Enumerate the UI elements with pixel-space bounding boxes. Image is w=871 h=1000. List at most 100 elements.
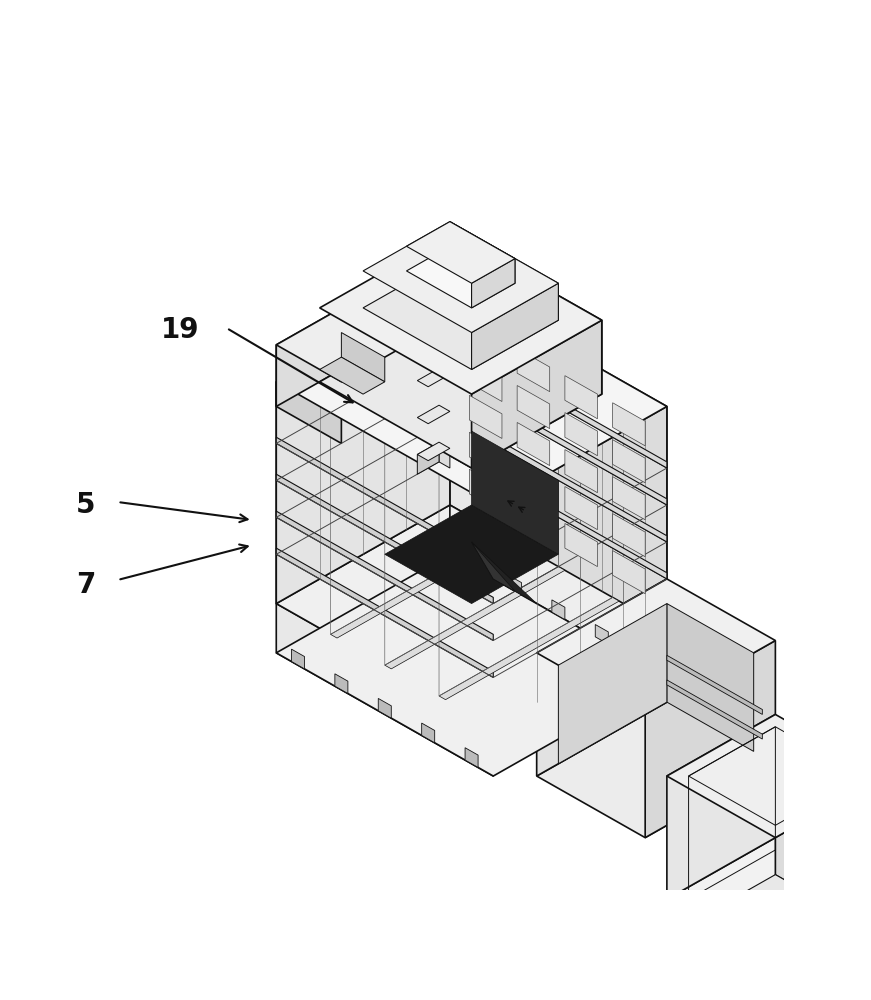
Polygon shape (465, 551, 478, 570)
Polygon shape (667, 604, 753, 751)
Polygon shape (509, 575, 522, 595)
Polygon shape (417, 442, 439, 474)
Polygon shape (341, 308, 407, 406)
Polygon shape (469, 395, 502, 438)
Polygon shape (471, 542, 515, 591)
Text: 7: 7 (76, 571, 95, 599)
Polygon shape (469, 432, 502, 475)
Polygon shape (417, 331, 439, 363)
Text: 19: 19 (161, 316, 199, 344)
Polygon shape (517, 349, 550, 392)
Polygon shape (276, 345, 341, 443)
Polygon shape (450, 339, 667, 468)
Polygon shape (450, 376, 667, 505)
Polygon shape (465, 748, 478, 767)
Polygon shape (612, 551, 645, 594)
Polygon shape (450, 413, 667, 542)
Polygon shape (775, 875, 819, 949)
Polygon shape (612, 514, 645, 557)
Polygon shape (276, 308, 341, 406)
Polygon shape (385, 567, 565, 669)
Polygon shape (565, 523, 598, 567)
Text: 5: 5 (76, 491, 95, 519)
Polygon shape (667, 714, 775, 899)
Polygon shape (417, 405, 450, 424)
Polygon shape (471, 542, 537, 604)
Polygon shape (417, 368, 439, 400)
Polygon shape (667, 680, 762, 739)
Polygon shape (612, 440, 645, 483)
Polygon shape (320, 234, 602, 394)
Polygon shape (276, 474, 493, 604)
Polygon shape (276, 505, 667, 727)
Polygon shape (407, 246, 515, 308)
Polygon shape (276, 437, 493, 567)
Polygon shape (341, 333, 385, 382)
Polygon shape (612, 403, 645, 446)
Polygon shape (732, 875, 819, 924)
Polygon shape (537, 702, 775, 838)
Polygon shape (471, 283, 558, 369)
Polygon shape (517, 496, 550, 539)
Polygon shape (517, 459, 550, 503)
Polygon shape (417, 405, 439, 437)
Polygon shape (775, 776, 871, 961)
Polygon shape (638, 649, 652, 669)
Polygon shape (439, 368, 450, 394)
Polygon shape (517, 385, 550, 429)
Polygon shape (450, 222, 558, 320)
Polygon shape (595, 625, 608, 644)
Polygon shape (276, 548, 493, 677)
Polygon shape (450, 505, 667, 677)
Polygon shape (471, 431, 558, 554)
Polygon shape (469, 358, 502, 402)
Polygon shape (378, 698, 391, 718)
Polygon shape (407, 222, 515, 283)
Polygon shape (334, 674, 348, 693)
Polygon shape (537, 579, 667, 776)
Polygon shape (565, 413, 598, 456)
Polygon shape (471, 259, 515, 308)
Polygon shape (565, 450, 598, 493)
Polygon shape (565, 376, 598, 419)
Polygon shape (471, 320, 602, 468)
Polygon shape (439, 331, 450, 357)
Polygon shape (469, 321, 502, 365)
Polygon shape (417, 368, 450, 387)
Polygon shape (612, 477, 645, 520)
Polygon shape (450, 283, 667, 628)
Polygon shape (450, 234, 602, 394)
Polygon shape (417, 331, 450, 350)
Polygon shape (558, 604, 667, 764)
Polygon shape (667, 838, 871, 961)
Polygon shape (385, 505, 558, 604)
Polygon shape (276, 511, 493, 641)
Polygon shape (667, 655, 762, 714)
Polygon shape (276, 604, 493, 776)
Polygon shape (537, 579, 775, 714)
Polygon shape (450, 222, 515, 283)
Polygon shape (469, 469, 502, 512)
Polygon shape (276, 283, 450, 604)
Polygon shape (450, 450, 667, 579)
Polygon shape (552, 600, 565, 620)
Polygon shape (320, 357, 385, 394)
Polygon shape (439, 405, 450, 431)
Polygon shape (439, 597, 619, 700)
Polygon shape (645, 641, 775, 838)
Polygon shape (517, 422, 550, 466)
Polygon shape (292, 649, 305, 669)
Polygon shape (276, 283, 667, 505)
Polygon shape (439, 442, 450, 468)
Polygon shape (493, 406, 667, 727)
Polygon shape (276, 554, 667, 776)
Polygon shape (565, 487, 598, 530)
Polygon shape (276, 308, 407, 382)
Polygon shape (422, 723, 435, 743)
Polygon shape (330, 536, 510, 638)
Polygon shape (667, 714, 871, 838)
Polygon shape (276, 382, 493, 727)
Polygon shape (417, 442, 450, 461)
Polygon shape (363, 259, 558, 369)
Polygon shape (363, 222, 558, 333)
